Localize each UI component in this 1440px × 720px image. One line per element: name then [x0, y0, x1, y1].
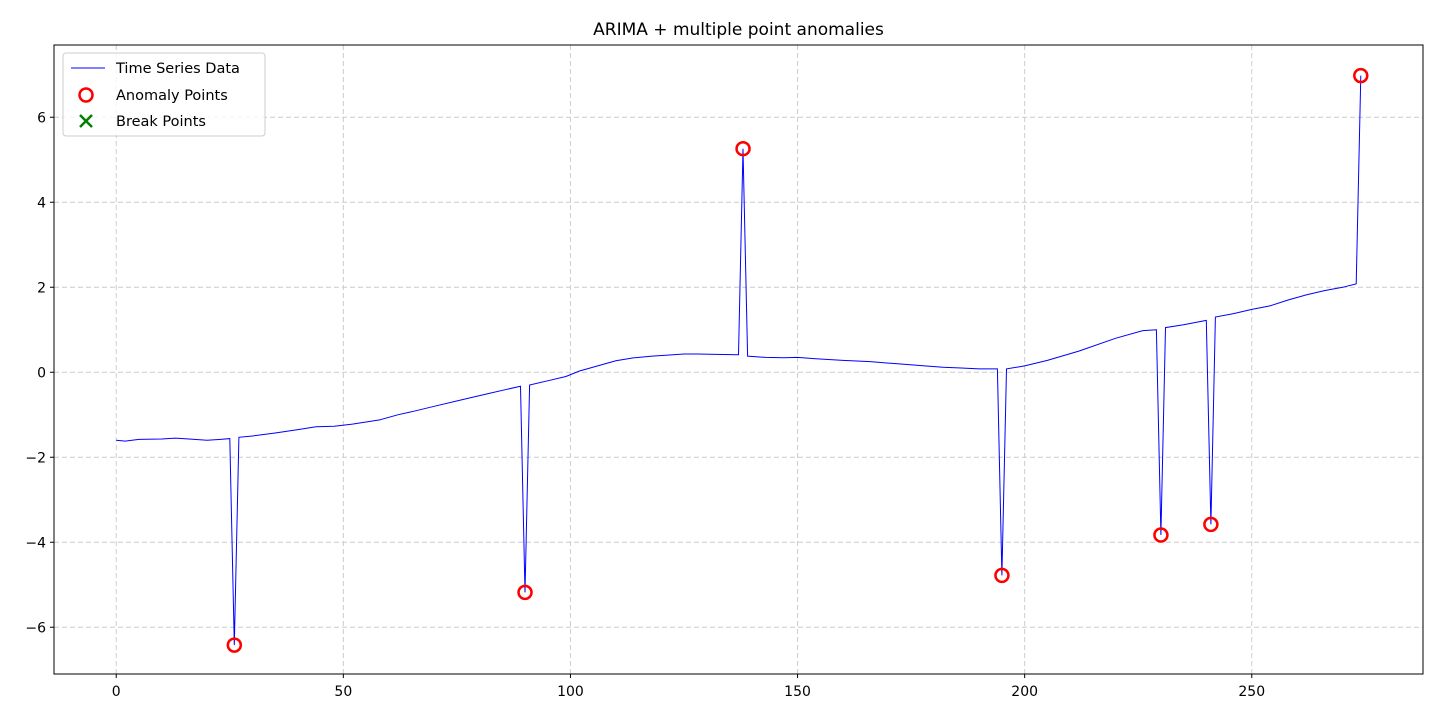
x-tick-label: 250 — [1238, 684, 1265, 700]
anomaly-point — [226, 637, 243, 653]
y-tick-label: 2 — [37, 280, 46, 296]
legend-box — [62, 52, 266, 137]
x-tick-label: 50 — [334, 684, 352, 700]
x-tick-label: 100 — [557, 684, 584, 700]
x-tick-label: 150 — [784, 684, 811, 700]
legend-x-marker — [79, 114, 93, 128]
chart-title: ARIMA + multiple point anomalies — [593, 20, 884, 40]
axis-layer: 0 50 100 150 200 250 −6 −4 −2 0 2 4 6 — [25, 110, 1265, 700]
legend-label-breaks: Break Points — [116, 114, 206, 130]
y-tick-label: 6 — [37, 110, 46, 126]
series-line — [116, 75, 1362, 646]
y-tick-label: −6 — [25, 620, 46, 636]
anomaly-point — [1353, 67, 1369, 84]
y-tick-label: −2 — [25, 450, 46, 466]
data-layer — [116, 67, 1369, 653]
legend-label-series: Time Series Data — [115, 61, 240, 77]
grid-layer — [54, 45, 1423, 674]
y-tick-label: 0 — [37, 365, 46, 381]
legend-label-anomalies: Anomaly Points — [116, 88, 228, 104]
legend-circle-marker — [78, 87, 94, 103]
anomaly-point — [994, 567, 1010, 584]
anomaly-point — [1203, 516, 1219, 533]
anomaly-point — [517, 584, 533, 601]
y-tick-label: −4 — [25, 535, 46, 551]
x-tick-label: 200 — [1011, 684, 1038, 700]
legend: Time Series Data Anomaly Points Break Po… — [62, 52, 266, 137]
plot-frame — [53, 44, 1424, 675]
y-tick-label: 4 — [37, 195, 46, 211]
x-tick-label: 0 — [112, 684, 121, 700]
anomaly-point — [1153, 527, 1169, 543]
anomaly-point — [735, 140, 751, 157]
